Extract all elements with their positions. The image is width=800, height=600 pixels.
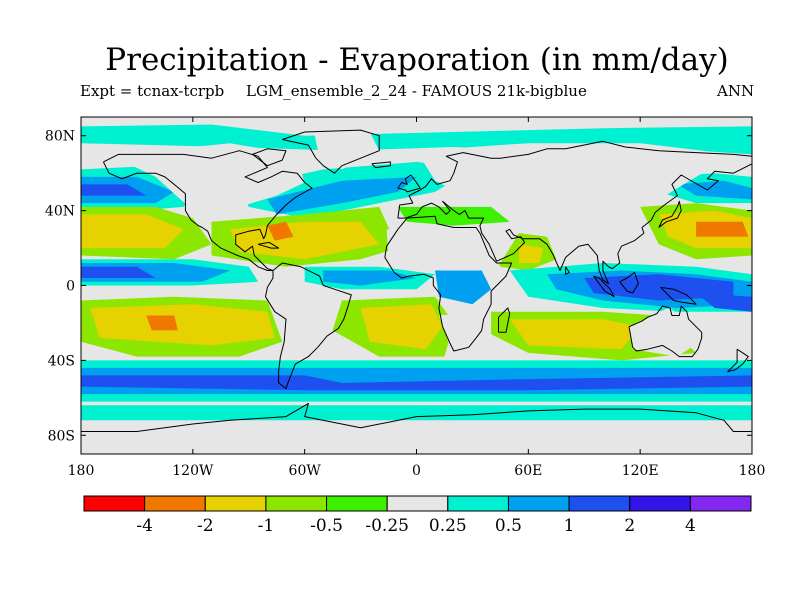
field-eurasia-dry <box>416 143 734 219</box>
field-north-pacific-storm-track-peak <box>81 184 147 196</box>
coastline-baffin-island <box>252 148 287 167</box>
colorbar-swatch <box>507 495 570 512</box>
coastline-borneo <box>619 271 639 294</box>
colorbar-swatch <box>689 495 752 512</box>
longitude-axis: 180 120W 60W 0 60E 120E 180 <box>68 117 766 479</box>
field-west-pacific-subtropical-dry-peak <box>696 221 749 237</box>
colorbar-swatch <box>204 495 267 512</box>
coastline-sumatra <box>593 275 615 298</box>
field-north-pacific-subtropical-dry-core <box>81 214 184 249</box>
lon-tick-label: 60E <box>514 463 542 479</box>
colorbar-swatch <box>144 495 206 512</box>
colorbar-swatch <box>265 495 328 512</box>
field-south-atlantic-subtropical-dry-core <box>360 304 443 350</box>
field-antarctica-dry <box>81 424 752 454</box>
coastline-iceland <box>371 161 391 169</box>
coastline-greenland <box>282 129 380 174</box>
coastline-layer <box>81 129 752 432</box>
lat-tick-label: 80S <box>48 428 75 444</box>
lon-tick-label: 0 <box>412 463 421 479</box>
season-label: ANN <box>717 82 755 100</box>
colorbar-label: -4 <box>136 516 153 536</box>
colorbar-label: -0.25 <box>365 516 409 536</box>
field-australia-dry <box>629 308 700 357</box>
run-label: LGM_ensemble_2_24 - FAMOUS 21k-bigblue <box>246 82 587 100</box>
colorbar: -4 -2 -1 -0.5 -0.25 0.25 0.5 1 2 4 <box>83 495 752 536</box>
field-southern-ocean-storm-track-peak <box>81 375 752 391</box>
lon-tick-label: 120E <box>622 463 659 479</box>
field-southern-africa-dry <box>438 311 482 350</box>
coastline-new-zealand <box>727 348 749 373</box>
lat-tick-label: 40N <box>45 204 75 220</box>
lon-tick-label: 180 <box>68 463 95 479</box>
coastline-eurasia <box>397 140 752 285</box>
lat-tick-label: 0 <box>66 279 75 295</box>
field-atlantic-subtropical-dry-core <box>230 221 380 260</box>
lon-tick-label: 180 <box>739 463 766 479</box>
colorbar-label: -1 <box>258 516 275 536</box>
field-sahara-dry <box>386 225 519 267</box>
field-pacific-itcz-peak <box>81 266 156 278</box>
coastline-australia <box>628 305 703 358</box>
coastline-madagascar <box>498 307 511 333</box>
coastline-antarctica <box>81 402 752 432</box>
colorbar-label: 1 <box>564 516 575 536</box>
colorbar-swatch <box>629 495 691 512</box>
field-layer <box>81 124 752 454</box>
coastline-sri-lanka <box>565 266 570 275</box>
lat-tick-label: 40S <box>48 353 75 369</box>
experiment-label: Expt = tcnax-tcrpb <box>80 82 225 100</box>
coastline-uk-ireland <box>397 174 421 193</box>
field-greenland-dry <box>314 132 380 170</box>
field-north-america-dry <box>109 143 305 211</box>
field-south-pacific-convergence-zone <box>696 293 752 312</box>
field-west-pacific-storm-track-core <box>677 180 752 200</box>
coastline-north-america <box>102 150 313 271</box>
colorbar-swatch <box>568 495 631 512</box>
field-south-indian-subtropical-dry-core <box>509 319 641 350</box>
colorbar-label: 0.25 <box>429 516 467 536</box>
coastline-cuba <box>257 241 280 249</box>
field-central-africa-wet <box>435 270 492 305</box>
colorbar-swatch <box>83 495 146 512</box>
field-south-pacific-subtropical-dry-core <box>90 304 275 346</box>
lat-tick-label: 80N <box>45 129 75 145</box>
latitude-axis: 80N 40N 0 40S 80S <box>45 129 752 444</box>
field-south-pacific-subtropical-dry-peak <box>146 315 178 331</box>
colorbar-label: -0.5 <box>310 516 343 536</box>
colorbar-label: 0.5 <box>495 516 522 536</box>
field-gulf-of-mexico-dry-peak <box>267 221 294 241</box>
field-antarctic-margin <box>81 405 752 421</box>
field-atlantic-itcz-core <box>323 270 417 286</box>
field-arabian-sea-dry-core <box>519 244 544 263</box>
field-gulf-stream-track-core <box>267 176 417 215</box>
coastline-africa <box>384 215 513 352</box>
colorbar-swatch <box>386 495 449 512</box>
colorbar-swatch <box>326 495 388 512</box>
coastline-new-guinea <box>660 286 697 305</box>
lon-tick-label: 60W <box>289 463 322 479</box>
colorbar-label: 4 <box>685 516 696 536</box>
colorbar-swatch <box>447 495 509 512</box>
map-title: Precipitation - Evaporation (in mm/day) <box>105 42 729 78</box>
coastline-japan <box>658 200 682 228</box>
colorbar-label: -2 <box>197 516 214 536</box>
lon-tick-label: 120W <box>172 463 214 479</box>
coastline-south-america <box>265 262 352 389</box>
colorbar-label: 2 <box>624 516 635 536</box>
